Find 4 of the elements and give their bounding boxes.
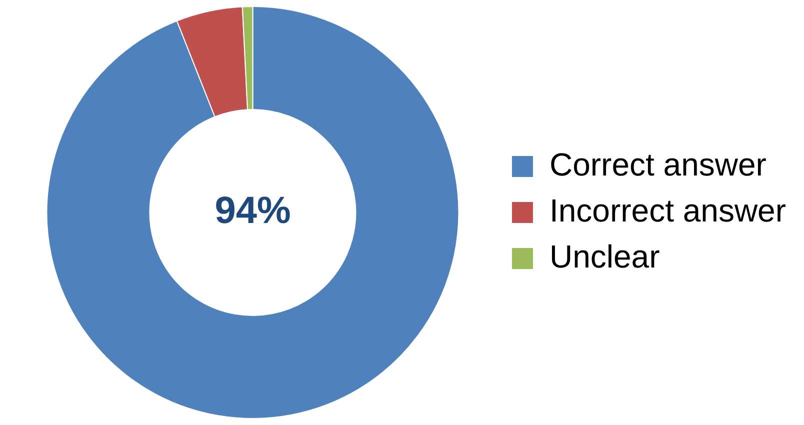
legend-label: Incorrect answer [549,192,786,228]
legend-label: Unclear [549,238,660,274]
legend-label: Correct answer [549,146,767,182]
text: 94% [214,190,291,232]
